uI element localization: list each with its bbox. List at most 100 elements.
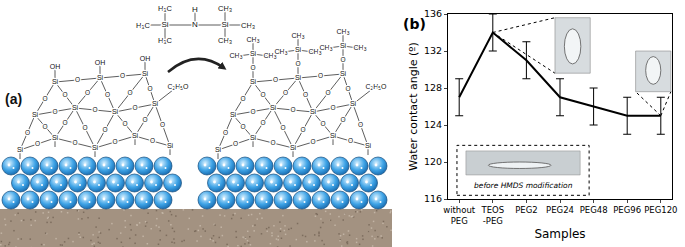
svg-text:O: O — [325, 89, 330, 96]
svg-text:O: O — [283, 89, 288, 96]
svg-text:128: 128 — [424, 82, 442, 93]
svg-text:TEOS-PEG: TEOS-PEG — [480, 205, 504, 226]
svg-text:Si: Si — [330, 132, 337, 139]
svg-text:O: O — [62, 91, 67, 98]
svg-text:PEG96: PEG96 — [613, 205, 641, 215]
svg-text:O: O — [310, 138, 315, 145]
svg-text:136: 136 — [424, 8, 442, 19]
svg-text:Si: Si — [52, 134, 59, 141]
svg-text:withoutPEG: withoutPEG — [443, 205, 476, 226]
svg-text:Si: Si — [340, 42, 347, 49]
svg-text:Samples: Samples — [534, 227, 585, 241]
svg-text:CH3: CH3 — [275, 48, 288, 56]
svg-text:O: O — [85, 89, 90, 96]
svg-text:O: O — [82, 124, 87, 131]
svg-text:CH3: CH3 — [247, 36, 260, 44]
svg-text:O: O — [25, 128, 30, 135]
svg-text:Si: Si — [365, 142, 372, 149]
svg-text:(b): (b) — [403, 16, 426, 32]
svg-text:Si: Si — [17, 146, 24, 153]
svg-text:Si: Si — [152, 100, 159, 107]
svg-text:CH3: CH3 — [218, 4, 232, 13]
svg-text:OH: OH — [95, 59, 106, 66]
svg-text:Si: Si — [132, 132, 139, 139]
svg-text:O: O — [240, 94, 245, 101]
svg-text:C2H5O: C2H5O — [365, 83, 387, 91]
svg-text:O: O — [318, 72, 323, 79]
svg-text:Si: Si — [72, 104, 79, 111]
svg-text:O: O — [340, 116, 345, 123]
svg-text:before HMDS modification: before HMDS modification — [474, 181, 573, 190]
svg-text:O: O — [147, 85, 152, 92]
svg-text:H3C: H3C — [158, 36, 172, 45]
svg-text:(a): (a) — [5, 91, 22, 107]
svg-text:O: O — [273, 76, 278, 83]
svg-text:Si: Si — [92, 144, 99, 151]
svg-text:H3C: H3C — [158, 4, 172, 13]
svg-text:O: O — [320, 120, 325, 127]
svg-text:CH3: CH3 — [241, 21, 255, 30]
svg-text:O: O — [132, 104, 137, 111]
svg-text:Si: Si — [167, 142, 174, 149]
svg-text:O: O — [233, 140, 238, 147]
svg-text:Si: Si — [250, 78, 257, 85]
svg-text:O: O — [92, 106, 97, 113]
svg-text:124: 124 — [424, 119, 442, 130]
svg-text:OH: OH — [50, 63, 61, 70]
svg-text:O: O — [112, 138, 117, 145]
svg-text:O: O — [348, 137, 353, 144]
svg-text:N: N — [192, 20, 198, 29]
svg-text:Si: Si — [340, 70, 347, 77]
svg-text:O: O — [345, 85, 350, 92]
svg-text:O: O — [295, 60, 300, 67]
svg-text:CH3: CH3 — [292, 32, 305, 40]
svg-text:116: 116 — [424, 193, 442, 204]
svg-text:Si: Si — [270, 104, 277, 111]
svg-text:O: O — [105, 91, 110, 98]
svg-text:Si: Si — [32, 111, 39, 118]
svg-text:Si: Si — [250, 50, 257, 57]
svg-text:O: O — [303, 91, 308, 98]
svg-text:Si: Si — [310, 108, 317, 115]
svg-text:O: O — [160, 121, 165, 128]
svg-text:Si: Si — [290, 144, 297, 151]
svg-text:O: O — [52, 107, 57, 114]
svg-text:Si: Si — [250, 134, 257, 141]
svg-text:O: O — [72, 139, 77, 146]
svg-text:O: O — [280, 124, 285, 131]
svg-text:Si: Si — [230, 111, 237, 118]
svg-text:O: O — [42, 94, 47, 101]
svg-text:C2H5O: C2H5O — [167, 83, 189, 91]
svg-text:O: O — [260, 119, 265, 126]
svg-text:O: O — [142, 116, 147, 123]
svg-text:O: O — [102, 126, 107, 133]
svg-text:Si: Si — [97, 74, 104, 81]
svg-text:O: O — [290, 106, 295, 113]
svg-text:O: O — [300, 126, 305, 133]
svg-text:O: O — [120, 72, 125, 79]
svg-text:132: 132 — [424, 45, 442, 56]
svg-text:120: 120 — [424, 156, 442, 167]
svg-text:CH3: CH3 — [230, 52, 243, 60]
svg-text:Si: Si — [112, 108, 119, 115]
svg-text:O: O — [340, 56, 345, 63]
svg-text:Si: Si — [295, 74, 302, 81]
svg-text:H3C: H3C — [136, 21, 150, 30]
svg-text:CH3: CH3 — [218, 36, 232, 45]
svg-text:O: O — [62, 119, 67, 126]
svg-text:O: O — [250, 64, 255, 71]
svg-text:PEG24: PEG24 — [546, 205, 574, 215]
svg-text:O: O — [240, 122, 245, 129]
svg-text:O: O — [260, 91, 265, 98]
svg-text:O: O — [75, 76, 80, 83]
svg-text:Si: Si — [221, 20, 228, 29]
svg-text:Si: Si — [295, 46, 302, 53]
svg-text:Si: Si — [142, 70, 149, 77]
svg-text:O: O — [358, 121, 363, 128]
svg-text:CH3: CH3 — [354, 44, 367, 52]
svg-text:O: O — [127, 89, 132, 96]
svg-text:Si: Si — [52, 78, 59, 85]
svg-text:CH3: CH3 — [337, 28, 350, 36]
svg-text:PEG48: PEG48 — [580, 205, 608, 215]
svg-text:Si: Si — [161, 20, 168, 29]
